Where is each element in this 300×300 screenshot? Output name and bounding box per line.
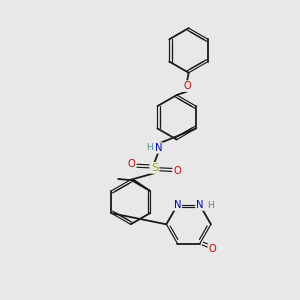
Text: N: N bbox=[196, 200, 203, 210]
Text: O: O bbox=[128, 159, 135, 169]
Text: H: H bbox=[207, 200, 214, 209]
Text: O: O bbox=[173, 167, 181, 176]
Text: S: S bbox=[151, 163, 158, 173]
Text: N: N bbox=[174, 200, 181, 210]
Text: O: O bbox=[208, 244, 216, 254]
Text: N: N bbox=[154, 143, 162, 153]
Text: H: H bbox=[147, 143, 153, 152]
Text: O: O bbox=[183, 81, 191, 91]
